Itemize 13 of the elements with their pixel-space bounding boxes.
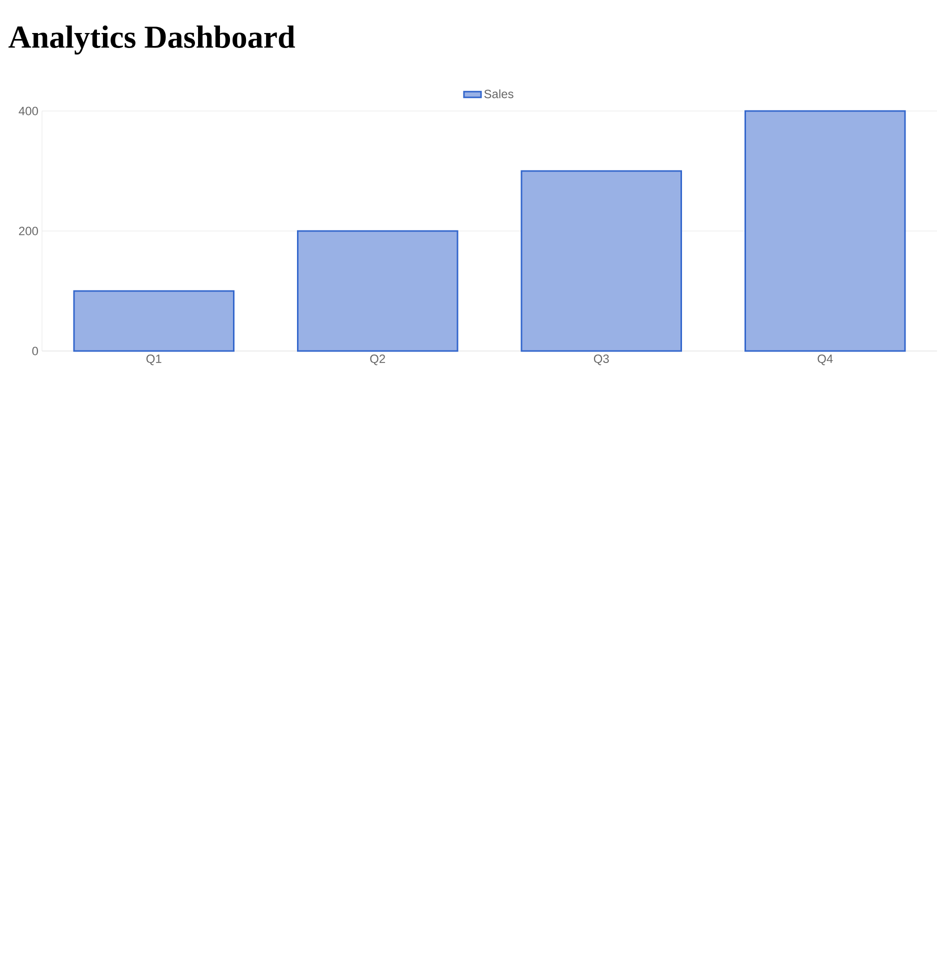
x-tick-label: Q2	[370, 354, 386, 366]
y-tick-label: 0	[32, 346, 38, 356]
chart-title: Analytics Dashboard	[8, 25, 295, 55]
bar	[73, 290, 235, 352]
x-tick-label: Q1	[146, 354, 162, 366]
bar	[744, 110, 906, 352]
bar	[520, 170, 682, 352]
y-tick-label: 400	[18, 106, 38, 116]
x-tick-label: Q4	[818, 354, 833, 366]
y-tick-label: 200	[19, 226, 38, 236]
legend-label: Sales	[484, 89, 514, 98]
bar	[296, 230, 458, 352]
x-tick-label: Q3	[594, 354, 609, 366]
